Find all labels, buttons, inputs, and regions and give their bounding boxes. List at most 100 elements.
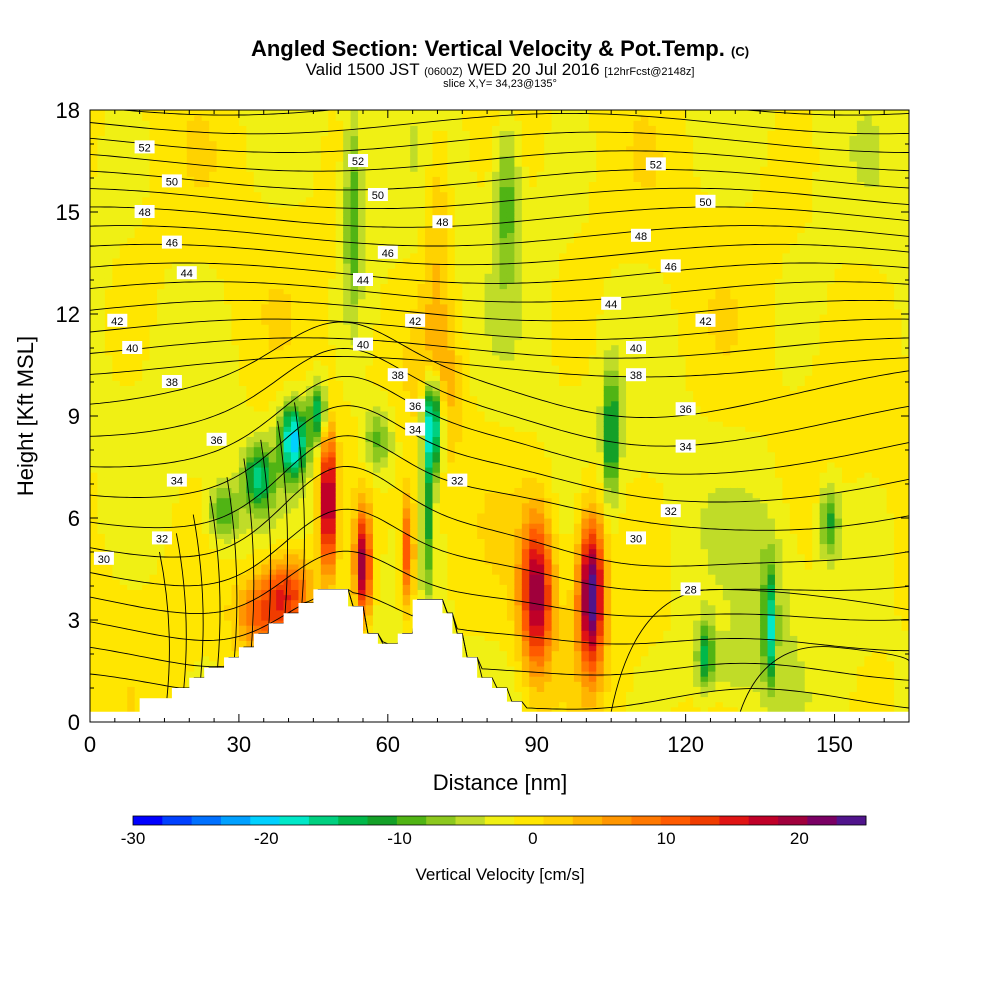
velocity-cell <box>171 263 180 269</box>
velocity-cell <box>224 512 233 519</box>
velocity-cell <box>90 166 99 172</box>
velocity-cell <box>380 283 389 290</box>
velocity-cell <box>328 293 337 300</box>
velocity-cell <box>313 359 322 366</box>
velocity-cell <box>298 130 307 137</box>
velocity-cell <box>104 594 113 601</box>
velocity-cell <box>104 421 113 427</box>
velocity-cell <box>186 278 195 284</box>
velocity-cell <box>104 431 113 437</box>
velocity-cell <box>298 558 307 565</box>
velocity-cell <box>216 314 225 320</box>
velocity-cell <box>164 334 173 341</box>
velocity-cell <box>358 217 367 223</box>
velocity-cell <box>238 354 247 361</box>
velocity-cell <box>261 181 270 188</box>
velocity-cell <box>335 191 344 198</box>
velocity-cell <box>119 543 128 550</box>
velocity-cell <box>209 166 218 172</box>
velocity-cell <box>186 472 195 478</box>
velocity-cell <box>268 589 277 596</box>
velocity-cell <box>201 212 210 218</box>
velocity-cell <box>209 604 218 611</box>
velocity-cell <box>261 237 270 244</box>
velocity-cell <box>201 456 210 463</box>
velocity-cell <box>171 166 180 172</box>
velocity-cell <box>276 553 285 560</box>
velocity-cell <box>291 314 300 320</box>
velocity-cell <box>119 553 128 560</box>
velocity-cell <box>238 314 247 320</box>
velocity-cell <box>350 487 359 494</box>
velocity-cell <box>246 247 255 254</box>
velocity-cell <box>298 584 307 590</box>
velocity-cell <box>90 706 99 713</box>
velocity-cell <box>261 293 270 300</box>
velocity-cell <box>313 110 322 116</box>
velocity-cell <box>372 502 381 509</box>
velocity-cell <box>380 523 389 529</box>
velocity-cell <box>380 492 389 499</box>
velocity-cell <box>104 609 113 616</box>
velocity-cell <box>350 502 359 509</box>
velocity-cell <box>164 502 173 509</box>
velocity-cell <box>201 620 210 626</box>
velocity-cell <box>224 497 233 504</box>
velocity-cell <box>335 502 344 509</box>
velocity-cell <box>246 130 255 137</box>
velocity-cell <box>238 247 247 254</box>
velocity-cell <box>142 115 151 121</box>
velocity-cell <box>127 451 136 458</box>
velocity-cell <box>238 538 247 545</box>
velocity-cell <box>387 288 396 295</box>
velocity-cell <box>320 456 329 463</box>
velocity-cell <box>104 660 113 667</box>
velocity-cell <box>142 650 151 657</box>
velocity-cell <box>97 660 106 667</box>
velocity-cell <box>97 390 106 397</box>
velocity-cell <box>104 676 113 682</box>
velocity-cell <box>358 365 367 371</box>
velocity-cell <box>216 288 225 295</box>
velocity-cell <box>291 385 300 392</box>
velocity-cell <box>179 563 188 570</box>
velocity-cell <box>209 410 218 417</box>
velocity-cell <box>380 242 389 249</box>
velocity-cell <box>179 492 188 499</box>
velocity-cell <box>90 110 99 116</box>
velocity-cell <box>313 155 322 162</box>
velocity-cell <box>186 125 195 131</box>
velocity-cell <box>157 232 166 239</box>
velocity-cell <box>268 405 277 412</box>
velocity-cell <box>201 650 210 657</box>
velocity-cell <box>350 125 359 131</box>
velocity-cell <box>149 451 158 458</box>
velocity-cell <box>112 706 121 713</box>
velocity-cell <box>186 416 195 422</box>
velocity-cell <box>157 171 166 177</box>
velocity-cell <box>343 472 352 478</box>
velocity-cell <box>276 487 285 494</box>
velocity-cell <box>201 614 210 621</box>
velocity-cell <box>201 482 210 488</box>
velocity-cell <box>134 650 143 657</box>
velocity-cell <box>171 339 180 346</box>
velocity-cell <box>127 308 136 315</box>
velocity-cell <box>216 375 225 381</box>
velocity-cell <box>119 441 128 448</box>
velocity-cell <box>216 660 225 667</box>
velocity-cell <box>238 563 247 570</box>
velocity-cell <box>224 155 233 162</box>
velocity-cell <box>283 145 292 152</box>
velocity-cell <box>343 492 352 499</box>
velocity-cell <box>90 298 99 305</box>
velocity-cell <box>358 191 367 198</box>
velocity-cell <box>238 614 247 621</box>
velocity-cell <box>298 227 307 233</box>
velocity-cell <box>149 579 158 585</box>
velocity-cell <box>134 533 143 539</box>
velocity-cell <box>276 472 285 478</box>
velocity-cell <box>171 650 180 657</box>
velocity-cell <box>224 273 233 279</box>
velocity-cell <box>171 502 180 509</box>
